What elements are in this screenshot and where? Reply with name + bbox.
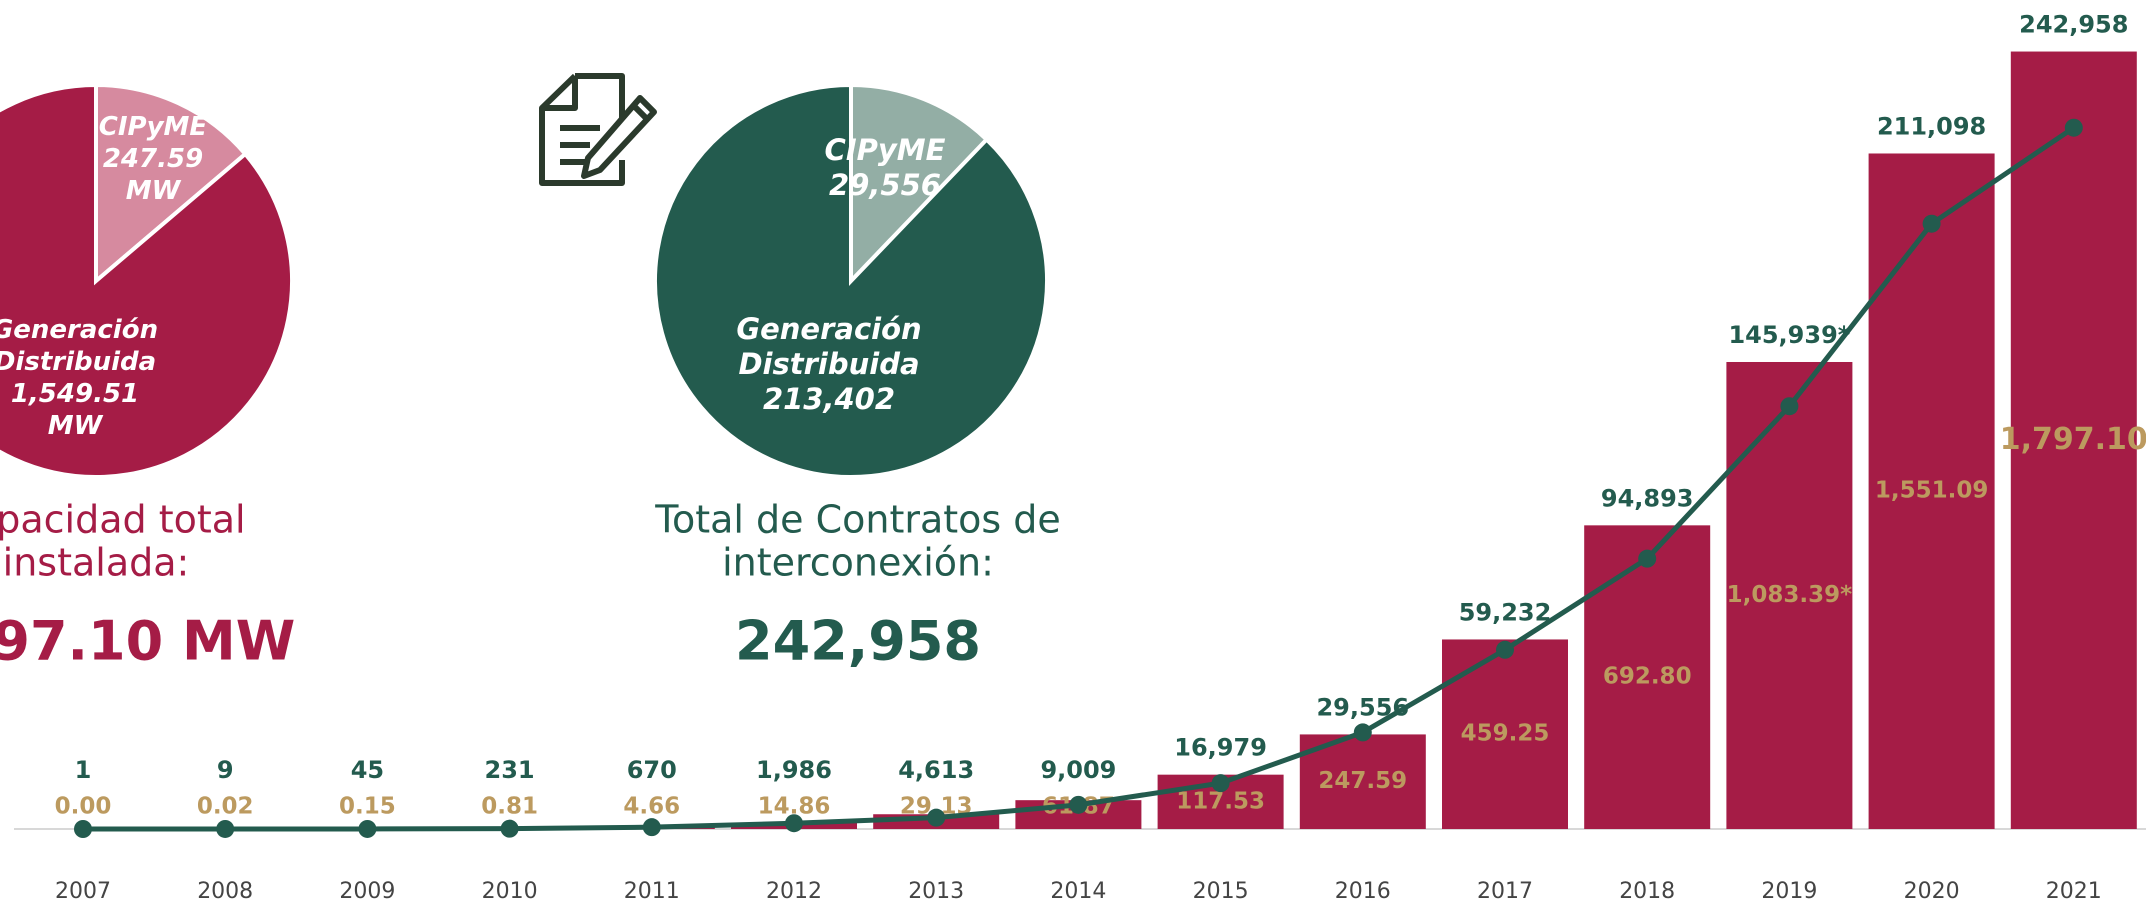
- x-tick-label: 2015: [1193, 879, 1249, 904]
- slice-value: 29,556: [829, 168, 941, 202]
- slice-value: 1,549.51 MW: [11, 379, 139, 441]
- bar: [2010, 51, 2137, 829]
- line-point: [1922, 214, 1941, 233]
- bar: [1584, 525, 1711, 829]
- x-tick-label: 2018: [1619, 879, 1675, 904]
- x-tick-label: 2010: [482, 879, 538, 904]
- pie-slice: [849, 82, 990, 286]
- x-tick-label: 2013: [908, 879, 964, 904]
- bar-label: 1: [75, 756, 92, 784]
- line-value-label: 692.80: [1603, 664, 1692, 690]
- line-value-label: 0.02: [197, 794, 254, 820]
- line-point: [785, 814, 803, 833]
- line-value-label: 117.53: [1176, 788, 1265, 814]
- bar-label: 94,893: [1601, 484, 1694, 512]
- line-point: [1496, 640, 1514, 659]
- caption: Total de Contratos de: [654, 498, 1061, 542]
- line-point: [500, 819, 519, 838]
- line-point: [2064, 118, 2083, 137]
- bar-label: 211,098: [1877, 112, 1986, 140]
- line-point: [1780, 397, 1799, 416]
- x-tick-label: 2007: [55, 879, 111, 904]
- caption: Capacidad total: [0, 498, 246, 542]
- slice-label: CIPyME: [825, 133, 946, 167]
- line-point: [1211, 774, 1230, 793]
- bar: [1726, 361, 1853, 829]
- line-value-label: 0.81: [481, 794, 538, 820]
- line-value-label: 1,083.39*: [1727, 582, 1853, 608]
- slice-value: 247.59 MW: [103, 144, 203, 206]
- bar: [1299, 734, 1426, 829]
- slice-label: CIPyME: [99, 112, 208, 142]
- total-value: 242,958: [735, 610, 981, 673]
- total-value: 1,797.10 MW: [0, 610, 295, 673]
- bar-label: 9: [217, 756, 234, 784]
- line-point: [642, 818, 661, 837]
- bar-label: 4,613: [898, 756, 974, 784]
- bar: [1868, 153, 1995, 830]
- line-value-label: 4.66: [623, 794, 680, 820]
- caption: interconexión:: [722, 541, 994, 585]
- x-tick-label: 2014: [1050, 879, 1106, 904]
- x-tick-label: 2016: [1335, 879, 1391, 904]
- slice-label: Generación Distribuida: [736, 312, 921, 381]
- line-point: [74, 820, 92, 838]
- slice-value: 213,402: [763, 382, 895, 416]
- document-icon: [539, 73, 657, 186]
- line-point: [1069, 795, 1088, 814]
- x-tick-label: 2020: [1904, 879, 1960, 904]
- bar-label: 145,939*: [1728, 321, 1850, 349]
- x-tick-label: 2008: [197, 879, 253, 904]
- x-tick-label: 2009: [339, 879, 395, 904]
- line-value-label: 0.15: [339, 794, 396, 820]
- bar-label: 242,958: [2019, 11, 2128, 39]
- line-value-label: 1,797.10: [2000, 422, 2146, 457]
- x-tick-label: 2021: [2046, 879, 2102, 904]
- line-point: [1638, 549, 1657, 568]
- pie-slice: [94, 82, 249, 286]
- slice-label: Generación Distribuida: [0, 315, 158, 377]
- bar-label: 231: [485, 756, 535, 784]
- bar-label: 59,232: [1459, 598, 1552, 626]
- pie-slice: [653, 82, 1049, 479]
- line-value-label: 0.00: [55, 794, 112, 820]
- bar-label: 670: [627, 756, 677, 784]
- bar: [1442, 639, 1568, 829]
- bar-label: 45: [351, 756, 384, 784]
- bar-label: 1,986: [756, 756, 832, 784]
- bar-label: 9,009: [1040, 756, 1116, 784]
- line-value-label: 1,551.09: [1875, 478, 1989, 504]
- bar-label: 16,979: [1174, 734, 1267, 762]
- x-tick-label: 2019: [1761, 879, 1817, 904]
- line-point: [927, 808, 946, 827]
- caption: instalada:: [3, 541, 190, 585]
- line-point: [216, 819, 235, 838]
- x-tick-label: 2012: [766, 879, 822, 904]
- line-point: [1353, 723, 1372, 742]
- x-tick-label: 2017: [1477, 879, 1533, 904]
- line-value-label: 459.25: [1461, 721, 1550, 747]
- line-point: [358, 819, 377, 838]
- bar-label: 29,556: [1316, 693, 1409, 721]
- line-value-label: 247.59: [1318, 768, 1407, 794]
- x-tick-label: 2011: [624, 879, 680, 904]
- pie-slice: [0, 82, 294, 479]
